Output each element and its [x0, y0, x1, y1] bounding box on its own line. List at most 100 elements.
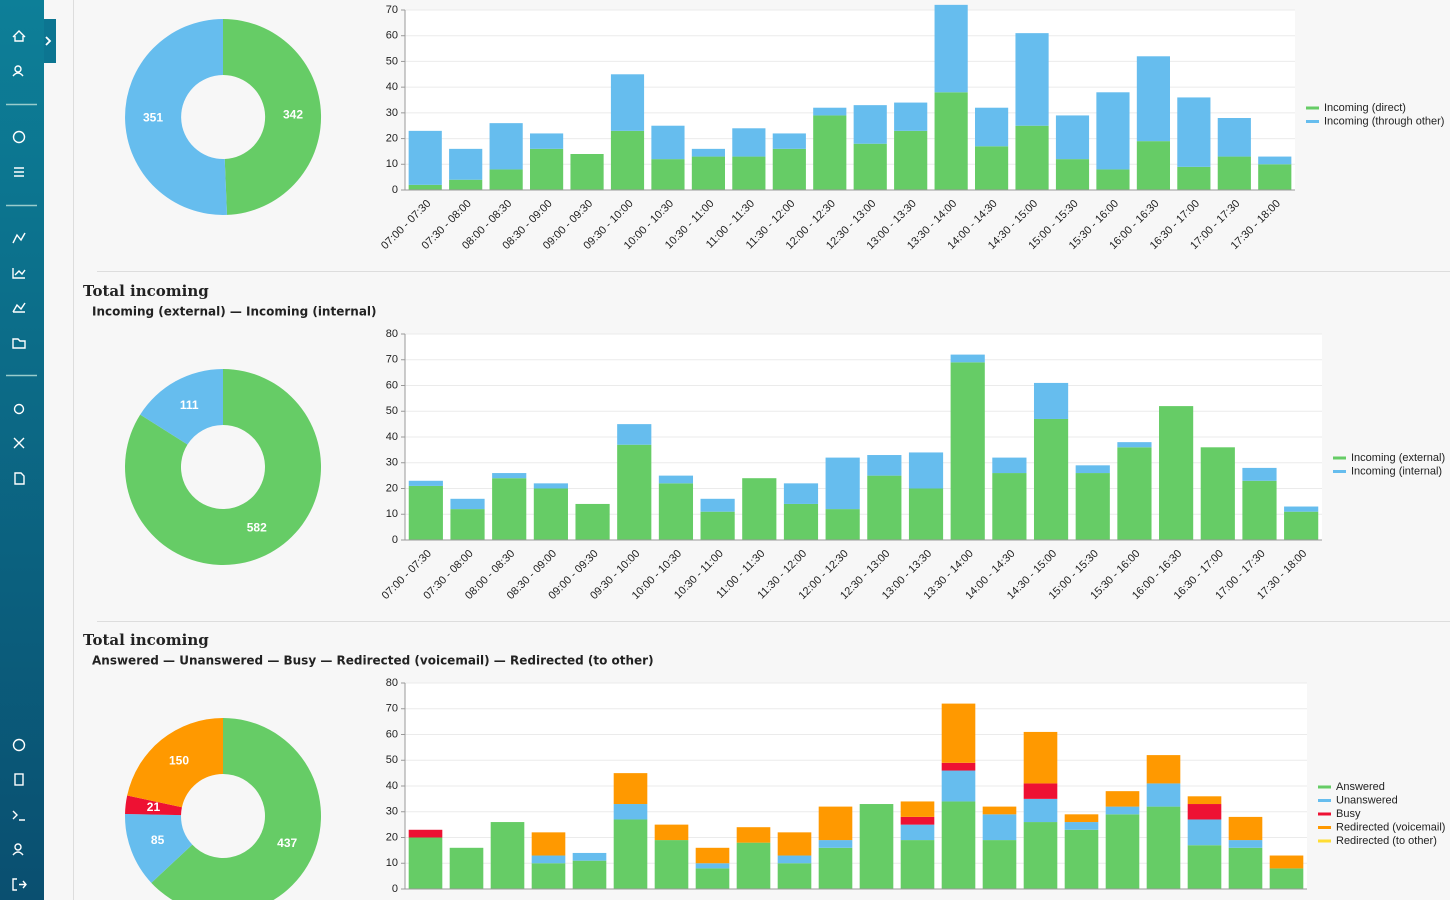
bar	[736, 827, 771, 843]
y-tick-label: 30	[386, 457, 398, 469]
nav-terminal[interactable]	[12, 810, 25, 821]
nav-chart-multi[interactable]	[12, 302, 26, 313]
bar	[992, 473, 1027, 540]
pie-label: 150	[169, 754, 189, 768]
pie-label: 85	[151, 833, 165, 847]
bar	[742, 478, 777, 540]
bar	[1117, 442, 1152, 448]
bar	[610, 130, 645, 190]
bar	[575, 503, 610, 540]
bar	[700, 498, 735, 512]
bar	[1217, 118, 1251, 157]
nav-home[interactable]	[12, 30, 26, 42]
nav-dashboard[interactable]	[12, 130, 26, 144]
nav-chart-line[interactable]	[12, 268, 26, 279]
bar	[654, 824, 689, 841]
nav-account[interactable]	[14, 843, 22, 851]
y-tick-label: 20	[386, 831, 398, 843]
nav-report[interactable]	[14, 472, 25, 485]
bar	[613, 804, 648, 820]
nav-users[interactable]	[14, 65, 22, 73]
bar	[941, 770, 976, 802]
bar	[490, 822, 525, 889]
bar	[489, 123, 523, 170]
pie-slice	[140, 369, 223, 445]
y-tick-label: 0	[392, 184, 398, 196]
pie-slice	[125, 19, 227, 216]
bar	[1023, 783, 1058, 799]
y-tick-label: 40	[386, 81, 398, 93]
bar	[1117, 447, 1152, 540]
bar	[1064, 829, 1099, 889]
legend-label: Incoming (external)	[1351, 452, 1445, 464]
bar	[941, 801, 976, 889]
bar	[572, 852, 607, 861]
bar	[992, 457, 1027, 474]
bar	[777, 855, 812, 864]
bar	[1096, 169, 1130, 190]
bar	[900, 824, 935, 841]
bar	[610, 74, 645, 131]
y-tick-label: 10	[386, 158, 398, 170]
bar	[691, 148, 725, 157]
bar	[408, 837, 443, 889]
nav-list[interactable]	[14, 167, 24, 177]
nav-help[interactable]	[12, 738, 26, 752]
nav-tools[interactable]	[13, 437, 25, 449]
bar	[1064, 814, 1099, 823]
bar	[1015, 33, 1049, 126]
nav-chart-area[interactable]	[12, 232, 26, 244]
bar	[1159, 406, 1194, 540]
nav-settings[interactable]	[13, 403, 25, 415]
bar	[853, 105, 887, 144]
bar	[617, 424, 652, 445]
y-tick-label: 70	[386, 4, 398, 16]
bar	[1023, 798, 1058, 823]
y-tick-label: 20	[386, 482, 398, 494]
bar	[449, 148, 483, 180]
bar	[700, 511, 735, 540]
bar	[1177, 166, 1211, 190]
nav-account-body	[12, 851, 24, 856]
bar	[1075, 465, 1110, 474]
bar	[1075, 473, 1110, 540]
bar	[982, 806, 1017, 815]
bar	[530, 133, 564, 149]
bar	[1177, 97, 1211, 167]
bar	[1187, 804, 1222, 820]
y-tick-label: 0	[392, 534, 398, 546]
bar	[695, 868, 730, 889]
bar	[975, 146, 1009, 190]
pie-label: 351	[143, 111, 163, 125]
bar	[818, 806, 853, 841]
pie-slice	[124, 814, 193, 883]
bar	[941, 703, 976, 763]
bar	[1242, 467, 1277, 481]
bar	[570, 154, 604, 190]
bar	[613, 773, 648, 805]
bar	[1228, 816, 1263, 841]
nav-folder[interactable]	[12, 338, 26, 349]
bar	[658, 475, 694, 484]
bar	[651, 125, 685, 160]
bar	[1105, 791, 1140, 807]
nav-logout[interactable]	[12, 878, 27, 891]
y-tick-label: 30	[386, 806, 398, 818]
bar	[818, 840, 853, 848]
bar	[894, 130, 928, 190]
bar	[1269, 855, 1304, 869]
pie-slice	[125, 368, 322, 565]
bar	[408, 480, 443, 486]
bar	[408, 485, 443, 540]
bar	[777, 863, 812, 889]
bar	[1023, 731, 1058, 784]
bar	[1258, 164, 1292, 190]
pie-label: 582	[247, 520, 267, 534]
bar	[613, 819, 648, 889]
bar	[1217, 156, 1251, 190]
bar	[1055, 159, 1090, 190]
bar	[894, 102, 928, 131]
nav-calculator[interactable]	[14, 773, 24, 786]
